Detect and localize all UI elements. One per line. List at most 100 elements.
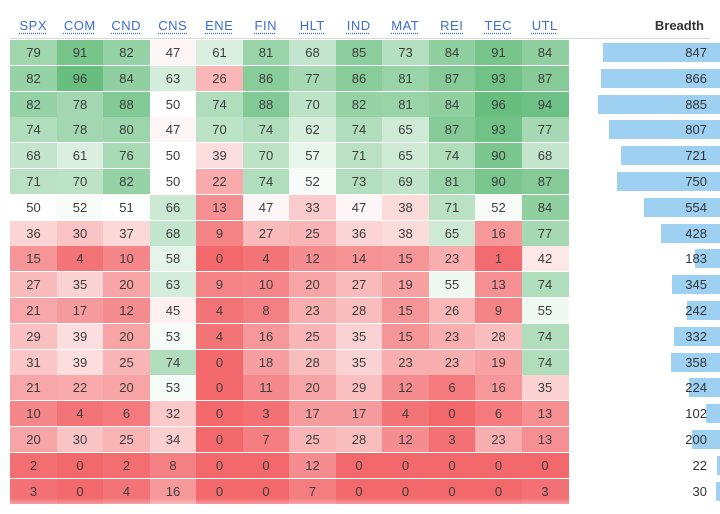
breadth-bar bbox=[616, 172, 720, 191]
heatmap-cell: 52 bbox=[289, 169, 336, 194]
heatmap-cell: 34 bbox=[149, 427, 197, 452]
heatmap-cell: 39 bbox=[56, 349, 104, 375]
column-header-fin[interactable]: FIN bbox=[254, 18, 277, 33]
heatmap-cell: 15 bbox=[10, 246, 57, 272]
heatmap-cell: 93 bbox=[475, 117, 522, 143]
heatmap-cell: 82 bbox=[10, 65, 57, 91]
table-row: 29 39 20 53 4 16 25 35 15 23 28 74 bbox=[10, 323, 569, 349]
breadth-value: 345 bbox=[685, 277, 707, 293]
column-header-ind[interactable]: IND bbox=[346, 18, 371, 33]
heatmap-cell: 65 bbox=[428, 220, 476, 246]
heatmap-cell: 12 bbox=[103, 298, 150, 323]
heatmap-cell: 28 bbox=[289, 349, 336, 375]
heatmap-cell: 63 bbox=[149, 65, 197, 91]
heatmap-cell: 4 bbox=[103, 478, 150, 504]
heatmap-cell: 8 bbox=[149, 452, 197, 478]
heatmap-cell: 70 bbox=[196, 117, 243, 143]
heatmap-cell: 50 bbox=[149, 91, 197, 117]
heatmap-cell: 53 bbox=[149, 323, 197, 349]
column-header-ene[interactable]: ENE bbox=[205, 18, 234, 33]
heatmap-cell: 25 bbox=[103, 349, 150, 375]
heatmap-cell: 74 bbox=[521, 323, 569, 349]
heatmap-cell: 2 bbox=[10, 452, 57, 478]
heatmap-cell: 27 bbox=[335, 272, 383, 298]
heatmap-cell: 50 bbox=[149, 169, 197, 194]
breadth-row: 102 bbox=[590, 401, 720, 426]
heatmap-cell: 28 bbox=[475, 323, 522, 349]
breadth-row: 30 bbox=[590, 479, 720, 504]
heatmap-cell: 16 bbox=[149, 478, 197, 504]
breadth-value: 721 bbox=[685, 148, 707, 164]
heatmap-cell: 26 bbox=[428, 298, 476, 323]
heatmap-cell: 17 bbox=[335, 401, 383, 427]
heatmap-cell: 90 bbox=[475, 169, 522, 194]
heatmap-cell: 3 bbox=[521, 478, 569, 504]
heatmap-cell: 3 bbox=[428, 427, 476, 452]
heatmap-cell: 27 bbox=[242, 220, 290, 246]
column-header-mat[interactable]: MAT bbox=[391, 18, 420, 33]
table-row: 27 35 20 63 9 10 20 27 19 55 13 74 bbox=[10, 272, 569, 298]
column-header-tec[interactable]: TEC bbox=[484, 18, 512, 33]
breadth-column-header[interactable]: Breadth bbox=[654, 18, 704, 33]
heatmap-cell: 69 bbox=[382, 169, 429, 194]
heatmap-cell: 81 bbox=[382, 65, 429, 91]
heatmap-cell: 20 bbox=[103, 375, 150, 401]
heatmap-cell: 4 bbox=[196, 298, 243, 323]
column-header-com[interactable]: COM bbox=[63, 18, 96, 33]
heatmap-cell: 79 bbox=[10, 40, 57, 65]
breadth-value: 554 bbox=[685, 199, 707, 215]
heatmap-cell: 0 bbox=[428, 478, 476, 504]
heatmap-cell: 47 bbox=[149, 117, 197, 143]
heatmap-cell: 55 bbox=[428, 272, 476, 298]
breadth-bar bbox=[705, 404, 720, 424]
heatmap-cell: 19 bbox=[475, 349, 522, 375]
heatmap-cell: 70 bbox=[56, 169, 104, 194]
heatmap-cell: 86 bbox=[335, 65, 383, 91]
heatmap-cell: 0 bbox=[196, 349, 243, 375]
heatmap-cell: 0 bbox=[242, 452, 290, 478]
column-header-spx[interactable]: SPX bbox=[19, 18, 47, 33]
heatmap-cell: 0 bbox=[428, 452, 476, 478]
heatmap-cell: 47 bbox=[335, 194, 383, 220]
table-row: 21 22 20 53 0 11 20 29 12 6 16 35 bbox=[10, 375, 569, 401]
column-header-rei[interactable]: REI bbox=[440, 18, 464, 33]
column-header-cns[interactable]: CNS bbox=[158, 18, 188, 33]
breadth-bar bbox=[672, 275, 720, 295]
heatmap-cell: 53 bbox=[149, 375, 197, 401]
heatmap-cell: 10 bbox=[10, 401, 57, 427]
heatmap-cell: 0 bbox=[196, 478, 243, 504]
heatmap-cell: 96 bbox=[475, 91, 522, 117]
heatmap-cell: 87 bbox=[428, 117, 476, 143]
column-header-hlt[interactable]: HLT bbox=[299, 18, 325, 33]
breadth-row: 750 bbox=[590, 169, 720, 194]
heatmap-cell: 23 bbox=[382, 349, 429, 375]
heatmap-cell: 20 bbox=[289, 375, 336, 401]
heatmap-cell: 0 bbox=[335, 452, 383, 478]
heatmap-cell: 91 bbox=[475, 40, 522, 65]
breadth-value: 750 bbox=[685, 174, 707, 189]
heatmap-cell: 58 bbox=[149, 246, 197, 272]
heatmap-cell: 82 bbox=[103, 40, 150, 65]
heatmap-cell: 0 bbox=[196, 401, 243, 427]
column-header-utl[interactable]: UTL bbox=[531, 18, 558, 33]
breadth-bar bbox=[686, 301, 720, 320]
table-row: 50 52 51 66 13 47 33 47 38 71 52 84 bbox=[10, 194, 569, 220]
heatmap-cell: 50 bbox=[10, 194, 57, 220]
heatmap-cell: 14 bbox=[335, 246, 383, 272]
table-row: 10 4 6 32 0 3 17 17 4 0 6 13 bbox=[10, 401, 569, 427]
heatmap-cell: 16 bbox=[242, 323, 290, 349]
heatmap-cell: 25 bbox=[289, 427, 336, 452]
heatmap-cell: 81 bbox=[242, 40, 290, 65]
table-row: 3 0 4 16 0 0 7 0 0 0 0 3 bbox=[10, 478, 569, 504]
heatmap-cell: 12 bbox=[382, 375, 429, 401]
heatmap-cell: 22 bbox=[56, 375, 104, 401]
heatmap-cell: 76 bbox=[103, 143, 150, 169]
heatmap-cell: 13 bbox=[475, 272, 522, 298]
heatmap-cell: 12 bbox=[289, 452, 336, 478]
column-header-cnd[interactable]: CND bbox=[111, 18, 142, 33]
heatmap-cell: 57 bbox=[289, 143, 336, 169]
breadth-value: 332 bbox=[685, 328, 707, 344]
heatmap-cell: 21 bbox=[10, 298, 57, 323]
heatmap-cell: 74 bbox=[10, 117, 57, 143]
heatmap-cell: 74 bbox=[242, 169, 290, 194]
